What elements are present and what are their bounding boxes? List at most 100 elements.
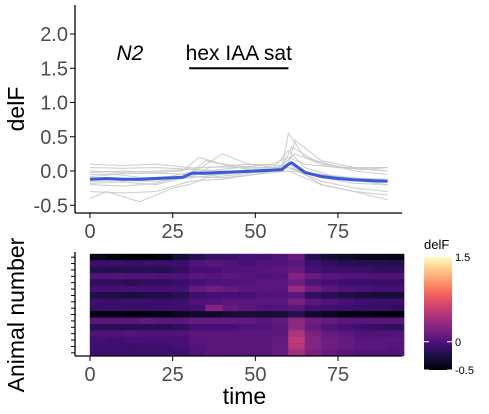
legend-title: delF xyxy=(424,237,449,252)
heatmap-cell xyxy=(106,292,124,299)
heatmap-cell xyxy=(89,292,107,299)
heatmap-cell xyxy=(172,311,190,318)
heatmap-cell xyxy=(189,260,206,267)
heatmap-cell xyxy=(271,323,289,331)
heatmap-cell xyxy=(139,317,157,325)
heatmap-cell xyxy=(387,349,405,357)
heatmap-cell xyxy=(387,298,405,306)
heatmap-cell xyxy=(139,298,157,306)
heatmap-cell xyxy=(354,292,372,299)
heatmap-cell xyxy=(370,285,388,293)
heatmap-cell xyxy=(122,343,140,350)
heatmap-cell xyxy=(387,266,405,274)
heatmap-cell xyxy=(172,298,190,306)
heatmap-cell xyxy=(288,317,306,325)
heatmap-cell xyxy=(89,330,107,338)
heatmap-cell xyxy=(255,279,273,287)
heatmap-cell xyxy=(89,279,107,287)
heatmap-cell xyxy=(354,343,372,350)
heatmap-cell xyxy=(255,298,273,306)
heatmap-cell xyxy=(189,285,206,293)
heatmap-cell xyxy=(304,298,322,306)
heatmap-cell xyxy=(122,336,140,344)
heatmap-cell xyxy=(189,317,206,325)
heatmap-cell xyxy=(354,279,372,287)
x-tick-label: 75 xyxy=(327,364,349,386)
heatmap-cell xyxy=(155,323,173,331)
heatmap-cell xyxy=(172,285,190,293)
heatmap-cell xyxy=(238,285,256,293)
legend-colorbar xyxy=(424,257,452,370)
heatmap-cell xyxy=(238,272,256,280)
heatmap-cell xyxy=(89,349,107,357)
heatmap-cell xyxy=(370,260,388,267)
heatmap-cell xyxy=(205,323,223,331)
y-tick-label: 2.0 xyxy=(40,24,68,46)
heatmap-cell xyxy=(288,311,306,318)
heatmap-cell xyxy=(321,260,339,267)
heatmap-cell xyxy=(238,323,256,331)
heatmap-cell xyxy=(354,336,372,344)
heatmap-cell xyxy=(370,323,388,331)
heatmap-cell xyxy=(271,343,289,350)
heatmap-cell xyxy=(222,304,239,312)
heatmap-cell xyxy=(321,317,339,325)
heatmap-cell xyxy=(337,330,355,338)
heatmap-cell xyxy=(370,292,388,299)
heatmap-cell xyxy=(337,298,355,306)
x-tick-label: 25 xyxy=(162,364,184,386)
heatmap-cell xyxy=(271,279,289,287)
heatmap-cell xyxy=(337,266,355,274)
heatmap-cell xyxy=(89,304,107,312)
heatmap-cell xyxy=(387,336,405,344)
heatmap-cell xyxy=(155,285,173,293)
heatmap-cell xyxy=(271,285,289,293)
heatmap-cell xyxy=(222,311,239,318)
heatmap-cell xyxy=(172,304,190,312)
heatmap-cell xyxy=(321,279,339,287)
heatmap-cell xyxy=(354,266,372,274)
heatmap-cell xyxy=(370,279,388,287)
trace-line xyxy=(89,153,388,180)
x-tick-label: 25 xyxy=(162,221,184,243)
heatmap-cell xyxy=(387,343,405,350)
heatmap-cell xyxy=(122,330,140,338)
trace-line xyxy=(89,156,388,172)
heatmap-cell xyxy=(205,285,223,293)
heatmap-cell xyxy=(288,349,306,357)
heatmap-cell xyxy=(205,260,223,267)
heatmap-cell xyxy=(172,279,190,287)
heatmap-cell xyxy=(238,304,256,312)
heatmap-cell xyxy=(354,285,372,293)
heatmap-cell xyxy=(106,343,124,350)
heatmap-cell xyxy=(304,285,322,293)
heatmap-cell xyxy=(288,260,306,267)
heatmap-cell xyxy=(139,336,157,344)
heatmap-cell xyxy=(387,317,405,325)
heatmap-cell xyxy=(354,317,372,325)
heatmap-cell xyxy=(155,343,173,350)
heatmap-cell xyxy=(304,260,322,267)
heatmap-cell xyxy=(271,260,289,267)
heatmap-cell xyxy=(255,311,273,318)
heatmap-cell xyxy=(288,304,306,312)
trace-line xyxy=(89,146,388,175)
heatmap-cell xyxy=(172,343,190,350)
top-x-ticks: 0 25 50 75 xyxy=(84,213,349,243)
heatmap-cell xyxy=(222,285,239,293)
heatmap-cell xyxy=(89,266,107,274)
y-tick-label: -0.5 xyxy=(34,195,68,217)
heatmap-cell xyxy=(139,304,157,312)
heatmap-cell xyxy=(222,266,239,274)
heatmap-cell xyxy=(89,260,107,267)
heatmap-cell xyxy=(106,272,124,280)
heatmap-cell xyxy=(238,260,256,267)
heatmap-cell xyxy=(271,298,289,306)
heatmap-cell xyxy=(387,272,405,280)
heatmap-cell xyxy=(89,311,107,318)
heatmap-cell xyxy=(189,272,206,280)
heatmap-cell xyxy=(271,266,289,274)
heatmap-cell xyxy=(155,266,173,274)
top-y-axis-title: delF xyxy=(3,87,29,132)
heatmap-cell xyxy=(205,349,223,357)
